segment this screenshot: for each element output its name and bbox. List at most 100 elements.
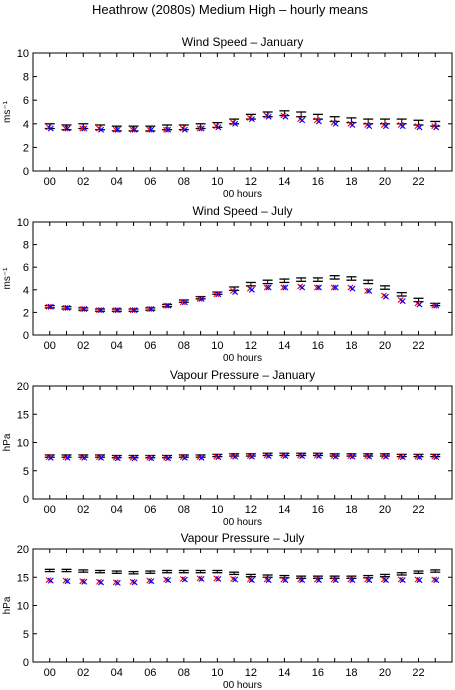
x-tick-label: 20 xyxy=(379,667,391,679)
blue-x-marker xyxy=(433,302,440,309)
x-tick-label: 06 xyxy=(144,340,156,352)
marker-stroke xyxy=(129,126,136,133)
marker-stroke xyxy=(163,126,170,133)
y-tick-label: 6 xyxy=(23,95,29,107)
red-x-marker xyxy=(380,453,387,460)
error-bar xyxy=(279,278,290,284)
marker-stroke xyxy=(347,284,354,291)
x-tick-label: 14 xyxy=(278,340,290,352)
chart-title: Wind Speed – January xyxy=(182,35,303,49)
marker-stroke xyxy=(112,126,119,133)
error-bar xyxy=(379,573,390,578)
y-tick-label: 15 xyxy=(17,572,29,584)
blue-x-marker xyxy=(215,124,222,131)
y-axis-label: ms⁻¹ xyxy=(2,100,13,123)
marker-stroke xyxy=(399,454,406,461)
red-x-marker xyxy=(313,284,320,291)
marker-stroke xyxy=(131,579,138,586)
red-x-marker xyxy=(129,578,136,585)
y-tick-label: 8 xyxy=(23,240,29,252)
blue-x-marker xyxy=(399,577,406,584)
marker-stroke xyxy=(382,123,389,130)
plot-frame xyxy=(32,52,453,172)
blue-x-marker xyxy=(98,126,105,133)
marker-stroke xyxy=(98,579,105,586)
marker-stroke xyxy=(196,575,203,582)
marker-stroke xyxy=(81,306,88,312)
marker-stroke xyxy=(112,307,119,314)
blue-x-marker xyxy=(433,124,440,131)
error-bar xyxy=(396,291,407,297)
marker-stroke xyxy=(198,125,205,132)
marker-stroke xyxy=(280,284,287,291)
blue-x-marker xyxy=(282,284,289,291)
marker-stroke xyxy=(62,125,69,132)
marker-stroke xyxy=(364,576,371,583)
y-tick-label: 10 xyxy=(17,48,29,60)
marker-stroke xyxy=(332,284,339,291)
blue-x-marker xyxy=(232,453,239,460)
marker-stroke xyxy=(299,453,306,460)
marker-stroke xyxy=(332,453,339,460)
x-tick-label: 20 xyxy=(379,340,391,352)
error-bar xyxy=(312,277,323,282)
marker-stroke xyxy=(230,119,237,126)
marker-stroke xyxy=(265,113,272,120)
blue-x-marker xyxy=(148,455,155,462)
marker-stroke xyxy=(79,125,86,132)
red-x-marker xyxy=(179,454,186,461)
marker-stroke xyxy=(380,121,387,128)
x-tick-label: 22 xyxy=(412,340,424,352)
blue-x-marker xyxy=(416,454,423,461)
red-x-marker xyxy=(163,302,170,309)
marker-stroke xyxy=(297,283,304,290)
blue-x-marker xyxy=(416,301,423,308)
marker-stroke xyxy=(146,577,153,584)
red-x-marker xyxy=(431,302,438,309)
blue-x-marker xyxy=(165,455,172,462)
x-tick-label: 12 xyxy=(245,176,257,188)
blue-x-marker xyxy=(315,453,322,460)
blue-x-marker xyxy=(248,116,255,123)
red-x-marker xyxy=(330,576,337,583)
marker-stroke xyxy=(399,123,406,130)
y-tick-label: 8 xyxy=(23,72,29,84)
marker-stroke xyxy=(96,307,103,314)
x-tick-label: 16 xyxy=(312,176,324,188)
error-bar xyxy=(363,279,374,285)
x-axis-label: 00 hours xyxy=(223,189,262,200)
marker-stroke xyxy=(198,454,205,461)
marker-stroke xyxy=(47,125,54,132)
marker-stroke xyxy=(330,453,337,460)
marker-stroke xyxy=(181,299,188,306)
plot-frame xyxy=(32,221,453,336)
marker-stroke xyxy=(263,284,270,291)
error-bar xyxy=(346,276,357,281)
marker-stroke xyxy=(414,300,421,307)
red-x-marker xyxy=(414,453,421,460)
y-tick-label: 4 xyxy=(23,119,29,131)
red-x-marker xyxy=(347,576,354,583)
error-bar xyxy=(262,279,273,285)
y-tick-label: 10 xyxy=(17,438,29,450)
marker-stroke xyxy=(215,454,222,461)
marker-stroke xyxy=(414,453,421,460)
y-tick-label: 20 xyxy=(17,544,29,556)
marker-stroke xyxy=(380,453,387,460)
blue-x-marker xyxy=(399,123,406,130)
error-bar xyxy=(245,573,256,578)
y-tick-label: 10 xyxy=(17,601,29,613)
error-bar xyxy=(44,568,55,573)
error-bar xyxy=(95,569,106,574)
marker-stroke xyxy=(280,112,287,119)
blue-x-marker xyxy=(165,126,172,133)
y-axis-label: hPa xyxy=(2,596,13,614)
marker-stroke xyxy=(79,306,86,312)
marker-stroke xyxy=(280,576,287,583)
marker-stroke xyxy=(64,578,71,585)
blue-x-marker xyxy=(165,577,172,584)
marker-stroke xyxy=(148,306,155,312)
x-tick-label: 06 xyxy=(144,176,156,188)
